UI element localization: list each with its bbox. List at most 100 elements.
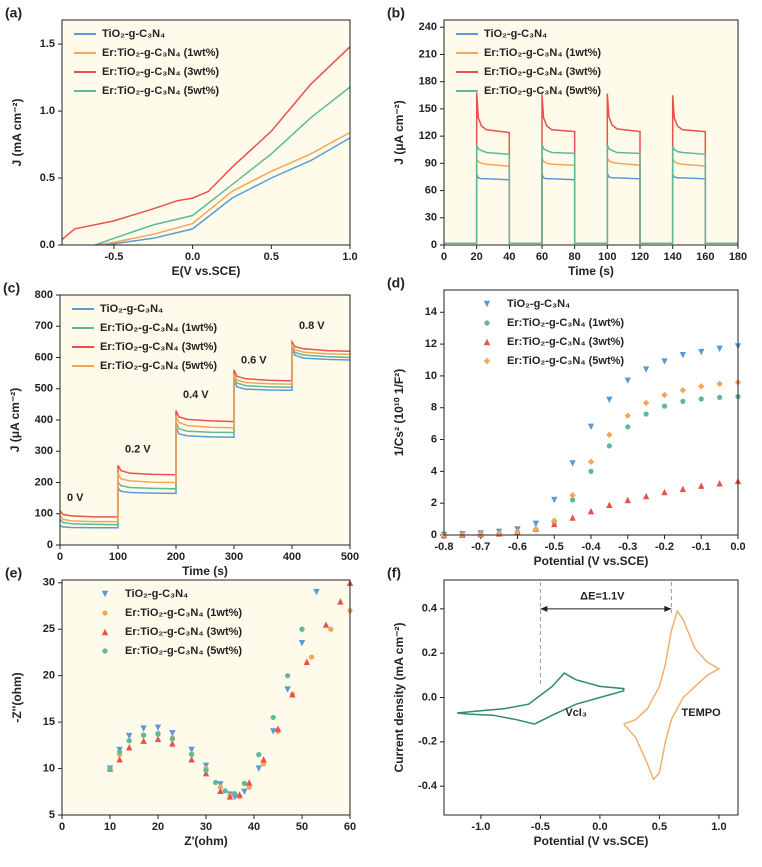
x-axis-label: Z'(ohm) (184, 834, 228, 848)
x-axis-label: Potential (V vs.SCE) (534, 554, 649, 568)
x-tick-label: 60 (536, 251, 548, 263)
plot-background (62, 20, 350, 245)
marker (587, 458, 595, 466)
legend-label: Er:TiO₂-g-C₃N₄ (1wt%) (507, 317, 624, 329)
x-tick-label: 10 (104, 821, 116, 833)
x-tick-label: 300 (225, 551, 243, 563)
marker (117, 749, 123, 755)
marker (624, 377, 631, 384)
x-tick-label: -0.5 (531, 821, 550, 833)
marker (126, 738, 132, 744)
legend-label: Er:TiO₂-g-C₃N₄ (3wt%) (484, 66, 601, 78)
x-tick-label: 20 (152, 821, 164, 833)
legend-label: Er:TiO₂-g-C₃N₄ (3wt%) (100, 341, 217, 353)
series-line (105, 137, 351, 246)
marker (624, 412, 631, 419)
legend-label: Er:TiO₂-g-C₃N₄ (1wt%) (484, 47, 601, 59)
x-tick-label: 0.5 (264, 251, 279, 263)
annotation: 0.6 V (241, 355, 267, 367)
x-tick-label: -0.5 (545, 541, 564, 553)
series-line (444, 144, 738, 244)
y-tick-label: 700 (35, 320, 53, 332)
x-tick-label: -0.2 (655, 541, 674, 553)
marker (255, 765, 262, 772)
annotation: 0.4 V (183, 389, 209, 401)
panel: (e)0 10 20 30 40 50 6051015202530Z'(ohm)-Z''(o… (5, 565, 356, 848)
y-tick-label: 0 (431, 529, 437, 541)
marker (141, 732, 147, 738)
annotation: TEMPO (682, 707, 722, 719)
y-tick-label: 800 (35, 289, 53, 301)
marker (625, 424, 631, 430)
y-tick-label: 1.0 (40, 105, 55, 117)
x-tick-label: -0.1 (692, 541, 711, 553)
marker (285, 673, 291, 679)
marker (679, 387, 687, 394)
y-tick-label: 6 (431, 433, 437, 445)
marker (606, 396, 613, 403)
marker (588, 468, 594, 474)
legend-label: Er:TiO₂-g-C₃N₄ (3wt%) (125, 626, 242, 638)
y-tick-label: 0.4 (422, 603, 438, 615)
plot-frame (443, 289, 739, 536)
series-line (61, 46, 351, 241)
x-tick-label: 120 (631, 251, 649, 263)
annotation: 0.8 V (299, 320, 325, 332)
x-tick-label: 0 (59, 821, 65, 833)
marker (716, 380, 723, 388)
plot-frame (61, 579, 351, 816)
marker (217, 784, 223, 790)
y-tick-label: -0.2 (418, 736, 437, 748)
marker (624, 496, 631, 504)
marker (532, 520, 540, 528)
x-axis-label: Time (s) (568, 264, 614, 278)
y-tick-label: 14 (425, 306, 438, 318)
marker (226, 793, 234, 800)
marker (270, 714, 276, 721)
x-tick-label: 200 (167, 551, 185, 563)
plot-area (61, 46, 351, 246)
legend-swatch (484, 320, 490, 326)
y-tick-label: -0.4 (418, 780, 438, 792)
marker (570, 497, 576, 503)
y-tick-label: 30 (425, 212, 437, 224)
legend-label: Er:TiO₂-g-C₃N₄ (5wt%) (100, 360, 217, 372)
panel: (b) 0 20 40 60 80 100 120 140 160 180 0 30 60 90 120 150… (387, 5, 747, 278)
plot-background (444, 20, 738, 245)
y-axis-label: J (μA cm⁻²) (392, 100, 406, 165)
marker (202, 762, 210, 769)
x-tick-label: 400 (283, 551, 301, 563)
marker (260, 756, 267, 763)
marker (126, 743, 133, 751)
legend-swatch (102, 610, 108, 616)
y-tick-label: 10 (425, 370, 437, 382)
marker (169, 730, 176, 737)
y-tick-label: 0 (47, 539, 53, 551)
series-line (94, 86, 351, 246)
y-tick-label: 300 (35, 445, 53, 457)
legend-label: Er:TiO₂-g-C₃N₄ (5wt%) (102, 85, 219, 97)
x-tick-label: 500 (341, 551, 359, 563)
panel-label: (c) (3, 280, 20, 296)
marker (303, 658, 310, 665)
x-tick-label: -0.3 (618, 541, 637, 553)
panel-label: (a) (5, 5, 22, 21)
y-tick-label: 210 (419, 48, 437, 60)
y-axis-label: -Z''(ohm) (10, 672, 24, 722)
legend-label: TiO₂-g-C₃N₄ (102, 28, 165, 40)
annotation: VcI₃ (565, 707, 587, 719)
marker (203, 767, 209, 774)
x-tick-label: 160 (696, 251, 714, 263)
marker (213, 779, 219, 786)
x-tick-label: 50 (296, 821, 308, 833)
y-tick-label: 0 (431, 239, 437, 251)
marker (661, 391, 668, 399)
panel-label: (b) (387, 5, 405, 21)
plot-area (444, 92, 738, 244)
marker (188, 746, 195, 754)
x-tick-label: 100 (109, 551, 127, 563)
marker (189, 752, 195, 758)
marker (606, 443, 612, 449)
y-axis-label: J (μA cm⁻²) (8, 388, 22, 453)
panel: (a) -0.5 0.0 0.5 1.0 0.0 0.5 1.0 1.5 E(V vs.SCE) J… (5, 5, 358, 278)
